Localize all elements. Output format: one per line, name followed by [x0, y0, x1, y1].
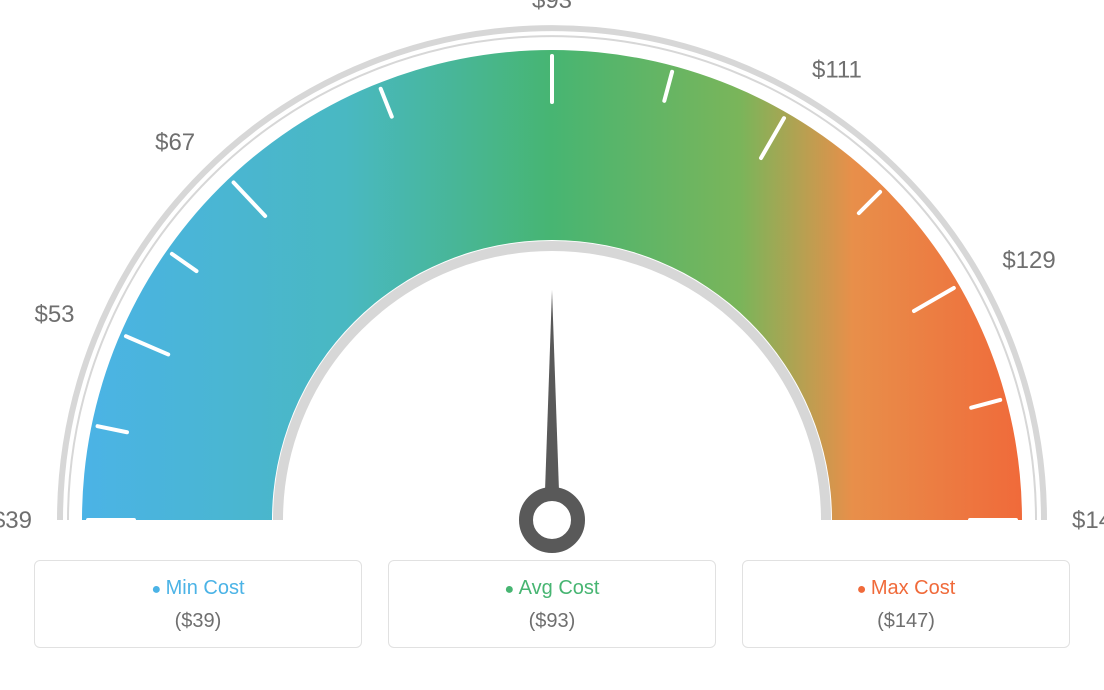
svg-text:$93: $93: [532, 0, 572, 14]
legend-row: Min Cost ($39) Avg Cost ($93) Max Cost (…: [0, 560, 1104, 648]
legend-max-label: Max Cost: [753, 577, 1059, 600]
gauge-svg: $39 $53 $67 $93 $111 $129 $147: [0, 0, 1104, 560]
legend-avg-value: ($93): [399, 610, 705, 633]
legend-avg-label: Avg Cost: [399, 577, 705, 600]
svg-text:$147: $147: [1072, 507, 1104, 534]
legend-card-min: Min Cost ($39): [34, 560, 362, 648]
svg-text:$111: $111: [812, 57, 862, 84]
svg-text:$129: $129: [1002, 247, 1055, 274]
svg-text:$67: $67: [155, 129, 195, 156]
legend-min-value: ($39): [45, 610, 351, 633]
legend-max-value: ($147): [753, 610, 1059, 633]
svg-text:$53: $53: [34, 301, 74, 328]
legend-min-label: Min Cost: [45, 577, 351, 600]
legend-card-max: Max Cost ($147): [742, 560, 1070, 648]
cost-gauge: $39 $53 $67 $93 $111 $129 $147: [0, 0, 1104, 560]
legend-card-avg: Avg Cost ($93): [388, 560, 716, 648]
svg-text:$39: $39: [0, 507, 32, 534]
